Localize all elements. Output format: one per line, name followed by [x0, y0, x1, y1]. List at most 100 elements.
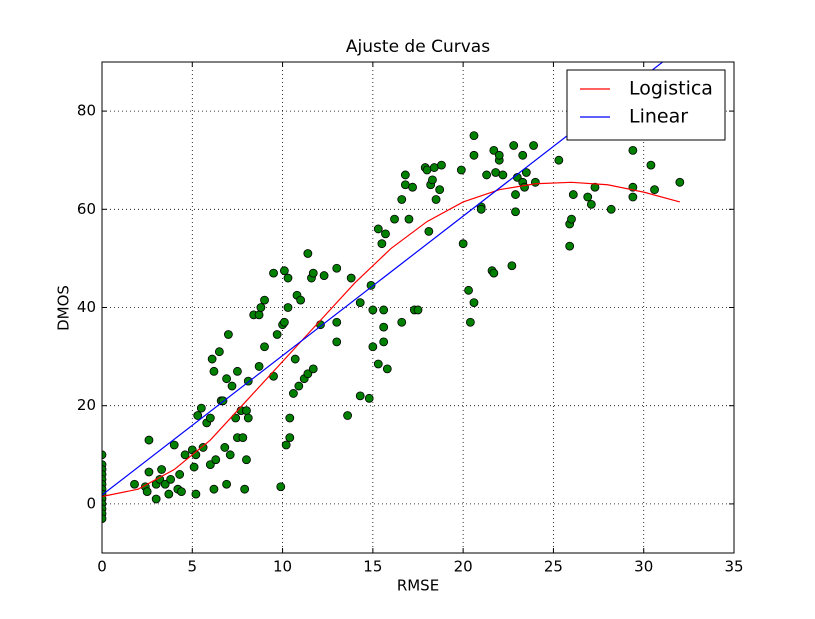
point — [177, 487, 186, 497]
point — [465, 317, 475, 327]
point — [650, 185, 659, 195]
point — [269, 268, 278, 278]
point — [220, 443, 230, 452]
point — [256, 303, 266, 312]
point — [198, 443, 208, 452]
point — [400, 170, 410, 180]
point — [207, 354, 217, 364]
x-tick-label: 35 — [724, 558, 743, 576]
point — [296, 295, 306, 305]
point — [276, 482, 286, 492]
point — [175, 470, 185, 479]
point — [279, 266, 289, 276]
legend-label: Logistica — [629, 78, 713, 100]
point — [379, 337, 389, 347]
point — [379, 305, 389, 315]
point — [166, 474, 176, 484]
point — [469, 131, 479, 141]
point — [254, 362, 264, 371]
point — [269, 371, 278, 381]
point — [381, 229, 390, 239]
point — [408, 182, 417, 192]
point — [242, 455, 251, 465]
point — [272, 330, 282, 339]
point — [586, 199, 596, 209]
point — [429, 163, 439, 172]
point — [530, 177, 540, 187]
point — [346, 273, 356, 283]
point — [243, 413, 253, 423]
point — [211, 455, 221, 465]
point — [283, 273, 293, 283]
point — [628, 192, 638, 202]
point — [142, 487, 152, 497]
point — [332, 317, 342, 327]
point — [290, 354, 300, 364]
point — [518, 150, 528, 160]
point — [511, 207, 520, 217]
y-tick-label: 0 — [86, 494, 96, 512]
point — [193, 411, 203, 420]
point — [424, 226, 434, 236]
point — [227, 381, 237, 391]
point — [400, 180, 410, 190]
point — [285, 433, 295, 443]
x-tick-label: 10 — [273, 558, 292, 576]
point — [205, 413, 215, 423]
point — [180, 450, 190, 460]
point — [521, 168, 531, 177]
point — [554, 155, 564, 165]
point — [151, 494, 161, 504]
point — [294, 381, 304, 391]
point — [343, 411, 352, 420]
point — [366, 281, 376, 290]
point — [509, 141, 519, 150]
point — [511, 190, 520, 199]
point — [254, 310, 264, 320]
point — [469, 298, 479, 307]
point — [205, 460, 215, 470]
point — [189, 462, 199, 472]
point — [590, 182, 600, 192]
point — [102, 514, 107, 524]
point — [456, 165, 466, 175]
point — [332, 337, 342, 347]
point — [308, 364, 318, 374]
point — [431, 195, 441, 204]
point — [520, 182, 529, 192]
point — [364, 393, 374, 403]
y-tick-label: 60 — [77, 200, 96, 218]
point — [606, 204, 616, 214]
point — [209, 366, 219, 376]
point — [565, 241, 575, 251]
point — [583, 192, 593, 202]
point — [458, 239, 468, 249]
point — [196, 403, 206, 413]
point — [303, 369, 313, 379]
x-tick-label: 20 — [454, 558, 473, 576]
point — [498, 170, 508, 180]
point — [464, 285, 473, 295]
point — [102, 450, 107, 460]
point — [422, 165, 432, 175]
y-tick-label: 40 — [77, 298, 96, 316]
point — [223, 330, 233, 339]
point — [281, 440, 291, 450]
point — [283, 303, 293, 312]
point — [413, 305, 423, 315]
point — [225, 450, 235, 460]
x-tick-label: 5 — [188, 558, 198, 576]
point — [373, 359, 383, 369]
point — [567, 214, 576, 224]
point — [222, 374, 231, 384]
point — [368, 342, 378, 352]
point — [308, 268, 318, 278]
point — [160, 479, 170, 489]
x-tick-label: 15 — [363, 558, 382, 576]
point — [231, 413, 241, 423]
point — [437, 160, 446, 170]
chart-title: Ajuste de Curvas — [346, 37, 490, 57]
legend-label: Linear — [629, 106, 688, 128]
x-tick-label: 25 — [544, 558, 563, 576]
